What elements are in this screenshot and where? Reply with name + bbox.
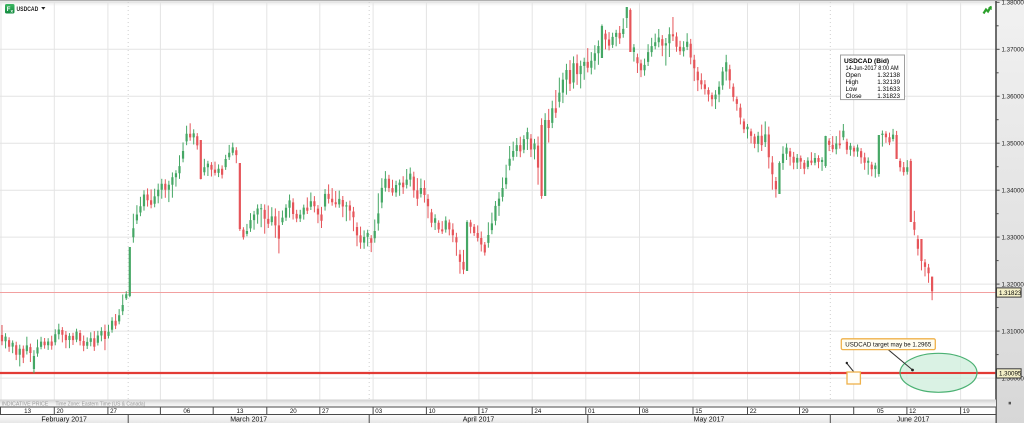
svg-text:1.32138: 1.32138 [877, 72, 900, 79]
svg-text:1.36000: 1.36000 [1002, 93, 1024, 100]
svg-text:Low: Low [846, 86, 858, 93]
svg-text:14-Jun-2017 8:00 AM: 14-Jun-2017 8:00 AM [846, 65, 899, 72]
svg-text:Close: Close [846, 93, 863, 100]
svg-text:June 2017: June 2017 [897, 417, 930, 424]
svg-text:May 2017: May 2017 [694, 417, 725, 424]
svg-text:USDCAD: USDCAD [17, 6, 39, 13]
svg-text:1.31823: 1.31823 [999, 290, 1022, 297]
svg-text:USDCAD target may be 1.2965: USDCAD target may be 1.2965 [845, 341, 931, 348]
svg-text:1.37000: 1.37000 [1002, 47, 1024, 54]
svg-text:Open: Open [846, 72, 862, 79]
svg-text:x: x [11, 8, 14, 13]
svg-text:March 2017: March 2017 [230, 417, 267, 424]
svg-text:February 2017: February 2017 [41, 417, 87, 424]
svg-text:1.30095: 1.30095 [999, 371, 1022, 378]
svg-text:1.31823: 1.31823 [877, 93, 900, 100]
svg-text:1.35000: 1.35000 [1002, 140, 1024, 147]
svg-text:1.33000: 1.33000 [1002, 234, 1024, 241]
svg-text:1.32000: 1.32000 [1002, 281, 1024, 288]
svg-text:USDCAD (Bid): USDCAD (Bid) [844, 58, 889, 65]
svg-text:1.32139: 1.32139 [877, 79, 900, 86]
svg-text:High: High [846, 79, 859, 86]
svg-text:1.34000: 1.34000 [1002, 187, 1024, 194]
svg-text:1.31633: 1.31633 [877, 86, 900, 93]
svg-text:1.31000: 1.31000 [1002, 328, 1024, 335]
svg-text:April 2017: April 2017 [463, 417, 495, 424]
svg-text:1.38000: 1.38000 [1002, 0, 1024, 7]
